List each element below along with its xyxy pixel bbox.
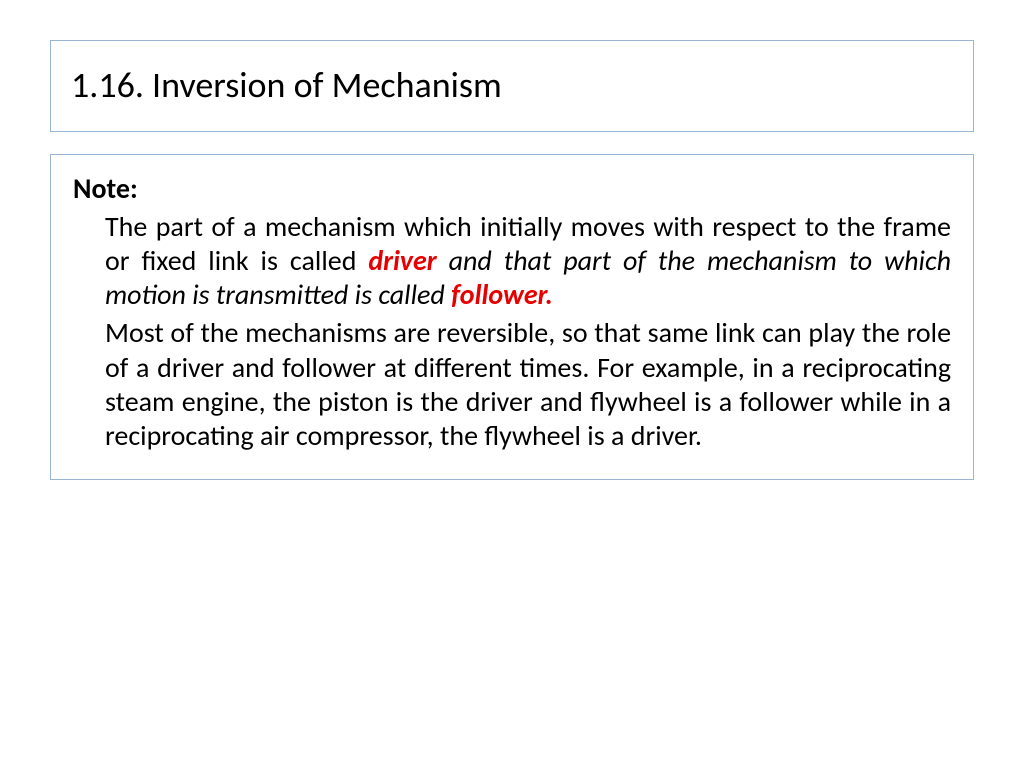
title-box: 1.16. Inversion of Mechanism xyxy=(50,40,974,132)
highlight-driver: driver xyxy=(368,243,436,278)
paragraph-1: The part of a mechanism which initially … xyxy=(73,210,951,312)
note-label: Note: xyxy=(73,171,951,206)
slide-title: 1.16. Inversion of Mechanism xyxy=(71,63,953,107)
content-box: Note: The part of a mechanism which init… xyxy=(50,154,974,480)
paragraph-2: Most of the mechanisms are reversible, s… xyxy=(73,316,951,453)
highlight-follower: follower. xyxy=(451,277,553,312)
